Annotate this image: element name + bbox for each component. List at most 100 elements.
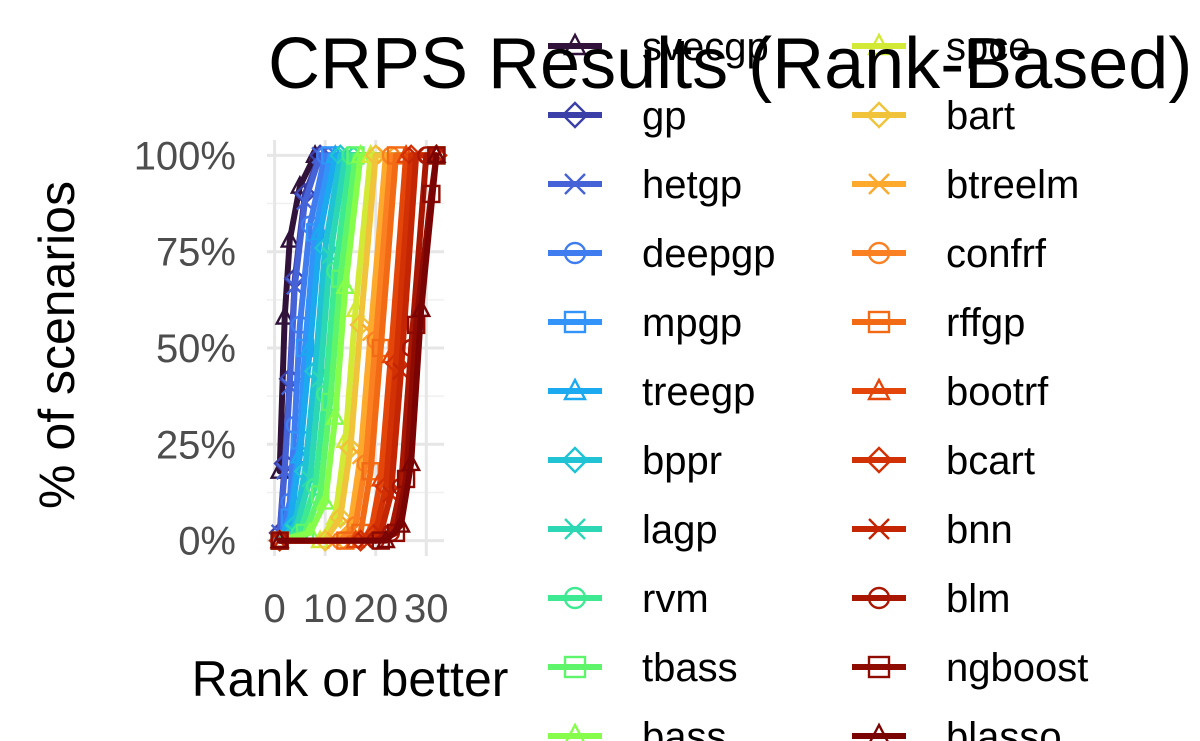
data-point-bass xyxy=(325,405,346,425)
legend-label: mpgp xyxy=(642,301,742,345)
y-tick-label: 50% xyxy=(156,327,236,371)
legend-key-marker xyxy=(563,655,587,679)
legend-label: bcart xyxy=(946,439,1035,483)
series-line-blasso xyxy=(276,152,440,544)
legend-label: deepgp xyxy=(642,232,775,276)
legend-label: bnn xyxy=(946,508,1013,552)
legend: svecgp gp hetgp deepgp mpgp treegp bppr lagp rvm… xyxy=(548,25,1088,741)
legend-item-bass: bass xyxy=(548,715,727,741)
y-axis-label: % of scenarios xyxy=(29,181,85,509)
y-tick-label: 100% xyxy=(134,134,236,178)
legend-item-blasso: blasso xyxy=(852,715,1062,741)
legend-key-marker xyxy=(865,446,893,474)
legend-item-hetgp: hetgp xyxy=(548,163,742,207)
legend-key-marker xyxy=(867,377,891,401)
legend-key-marker xyxy=(868,173,890,195)
legend-item-confrf: confrf xyxy=(852,232,1047,276)
legend-label: rffgp xyxy=(946,301,1025,345)
legend-key-marker xyxy=(865,101,893,129)
data-point-bass xyxy=(315,490,336,510)
data-point-hetgp xyxy=(296,192,314,211)
legend-item-svecgp: svecgp xyxy=(548,25,769,69)
legend-item-rffgp: rffgp xyxy=(852,301,1025,345)
data-point-svecgp xyxy=(274,305,295,325)
legend-label: tbass xyxy=(642,646,738,690)
x-tick-label: 30 xyxy=(404,587,449,631)
data-point-treegp xyxy=(299,336,320,356)
legend-label: svecgp xyxy=(642,25,769,69)
legend-item-ngboost: ngboost xyxy=(852,646,1088,690)
x-tick-label: 0 xyxy=(263,587,285,631)
legend-label: blasso xyxy=(946,715,1062,741)
x-axis-label: Rank or better xyxy=(192,651,509,707)
legend-item-lagp: lagp xyxy=(548,508,718,552)
legend-key-marker xyxy=(564,173,586,195)
legend-label: bart xyxy=(946,94,1015,138)
legend-key-marker xyxy=(565,722,585,741)
legend-key-marker xyxy=(867,586,891,610)
legend-label: gp xyxy=(642,94,687,138)
data-point-bcart xyxy=(399,144,423,167)
legend-key-marker xyxy=(563,377,587,401)
series-blasso xyxy=(269,144,447,549)
data-point-blasso xyxy=(426,144,447,164)
legend-item-btreelm: btreelm xyxy=(852,163,1079,207)
legend-item-bppr: bppr xyxy=(548,439,722,483)
x-tick-label: 20 xyxy=(353,587,398,631)
legend-key-marker xyxy=(868,518,890,540)
legend-key-marker xyxy=(564,518,586,540)
legend-label: btreelm xyxy=(946,163,1079,207)
data-point-bass xyxy=(335,274,356,294)
data-point-blasso xyxy=(375,529,396,549)
legend-key-marker xyxy=(867,241,891,265)
series-line-treegp xyxy=(276,152,440,544)
data-point-bart xyxy=(349,313,372,337)
y-tick-label: 0% xyxy=(178,520,236,564)
legend-key-marker xyxy=(563,310,587,334)
legend-key-marker xyxy=(867,655,891,679)
legend-key-marker xyxy=(561,446,589,474)
legend-key-marker xyxy=(563,32,587,56)
legend-label: rvm xyxy=(642,577,709,621)
legend-item-spce: spce xyxy=(852,25,1031,69)
legend-label: lagp xyxy=(642,508,718,552)
data-point-blasso xyxy=(411,298,432,318)
legend-item-deepgp: deepgp xyxy=(548,232,775,276)
legend-label: bass xyxy=(642,715,727,741)
legend-key-marker xyxy=(869,722,889,741)
data-point-blasso xyxy=(391,513,412,533)
legend-label: bootrf xyxy=(946,370,1049,414)
legend-item-bootrf: bootrf xyxy=(852,370,1049,414)
data-point-blasso xyxy=(269,529,290,549)
legend-label: ngboost xyxy=(946,646,1088,690)
legend-label: confrf xyxy=(946,232,1047,276)
legend-item-blm: blm xyxy=(852,577,1010,621)
legend-key-marker xyxy=(561,101,589,129)
legend-item-tbass: tbass xyxy=(548,646,738,690)
legend-key-marker xyxy=(867,310,891,334)
x-axis-ticks: 0 10 20 30 xyxy=(263,587,448,631)
series-lines xyxy=(268,144,448,552)
legend-label: hetgp xyxy=(642,163,742,207)
legend-item-treegp: treegp xyxy=(548,370,755,414)
data-point-blasso xyxy=(401,452,422,472)
legend-label: blm xyxy=(946,577,1010,621)
data-point-svecgp xyxy=(279,228,300,248)
legend-key-marker xyxy=(563,241,587,265)
legend-item-bnn: bnn xyxy=(852,508,1013,552)
legend-label: treegp xyxy=(642,370,755,414)
data-point-bass xyxy=(350,144,371,164)
chart-title: CRPS Results (Rank-Based) xyxy=(268,24,1192,104)
y-axis-ticks: 0% 25% 50% 75% 100% xyxy=(134,134,236,563)
x-tick-label: 10 xyxy=(303,587,348,631)
series-line-bass xyxy=(276,152,440,544)
legend-item-gp: gp xyxy=(548,94,687,138)
data-point-bart xyxy=(329,506,352,529)
legend-item-bcart: bcart xyxy=(852,439,1035,483)
data-point-bart xyxy=(339,436,362,460)
legend-item-mpgp: mpgp xyxy=(548,301,742,345)
legend-label: spce xyxy=(946,25,1031,69)
y-tick-label: 25% xyxy=(156,423,236,467)
legend-item-rvm: rvm xyxy=(548,577,709,621)
